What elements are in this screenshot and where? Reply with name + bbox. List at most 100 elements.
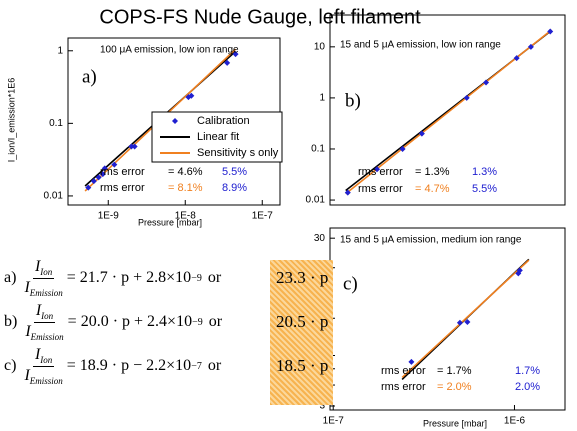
equation-label: a) [4,269,17,286]
rms-value: = 1.3% [415,166,450,178]
highlight-box [270,260,333,405]
denominator-subscript: Emission [29,287,63,298]
data-point [131,143,138,150]
rms-value: = 2.0% [437,381,472,393]
rms-value: = 8.1% [168,182,203,194]
data-point [232,51,239,58]
equation-rhs: = 20.0 · p + 2.4×10 [67,313,193,330]
legend-marker [172,118,178,124]
numerator-symbol: I [35,302,42,320]
numerator: IIon [32,258,55,279]
rms-value: = 1.7% [437,365,472,377]
x-tick-label: 1E-6 [504,416,526,427]
panel-label: a) [82,66,97,87]
denominator-symbol: I [24,278,30,296]
rms-alt: 1.7% [515,365,540,377]
legend-entry: Linear fit [197,131,239,143]
data-point [527,43,534,50]
y-tick-label: 10 [314,41,326,52]
equation-label: b) [4,313,18,330]
rms-label: rms error [381,381,426,393]
panel-subtitle: 100 μA emission, low ion range [100,45,239,56]
data-point [188,92,195,99]
numerator-symbol: I [34,346,41,364]
rms-value: = 4.6% [168,166,203,178]
data-point [374,166,381,173]
numerator-subscript: Ion [40,267,53,278]
rms-label: rms error [100,166,145,178]
rms-alt: 8.9% [222,182,247,194]
data-point [95,174,102,181]
rms-value: = 4.7% [415,183,450,195]
data-point [463,94,470,101]
y-tick-label: 3 [319,401,325,412]
rms-alt: 5.5% [222,166,247,178]
data-point [344,189,351,196]
rms-alt: 5.5% [472,183,497,195]
data-point [111,161,118,168]
rms-label: rms error [381,365,426,377]
data-point [85,184,92,191]
denominator-subscript: Emission [29,375,63,386]
numerator-subscript: Ion [40,355,53,366]
x-tick-label: 1E-9 [98,211,120,222]
equation-rhs: = 18.9 · p − 2.2×10 [66,357,192,374]
data-point [90,178,97,185]
x-axis-label: Pressure [mbar] [423,418,487,428]
numerator: IIon [32,346,55,367]
fraction: IIon IEmission [25,302,63,341]
equation-exponent: −9 [192,316,203,328]
equation-or: or [207,357,222,374]
data-point [513,55,520,62]
equation-rhs: = 21.7 · p + 2.8×10 [66,269,192,286]
denominator-subscript: Emission [30,331,64,342]
y-tick-label: 1 [57,45,63,56]
data-point [483,79,490,86]
denominator: IEmission [24,279,62,298]
equation-row: a) IIon IEmission = 21.7 · p + 2.8×10 −9 or 23… [4,258,328,298]
data-point [464,318,471,325]
data-point [224,59,231,66]
data-point [408,358,415,365]
plot-frame [329,14,566,206]
equation-or: or [207,269,222,286]
denominator-symbol: I [25,322,31,340]
equation-short: 18.5 · p [276,356,329,375]
denominator: IEmission [25,323,63,342]
x-tick-label: 1E-8 [175,211,197,222]
y-tick-label: 0.01 [44,191,64,202]
data-point [418,130,425,137]
rms-alt: 2.0% [515,381,540,393]
equation-row: b) IIon IEmission = 20.0 · p + 2.4×10 −9 or 20… [4,302,328,342]
y-tick-label: 0.01 [306,195,326,206]
x-tick-label: 1E-7 [252,211,274,222]
denominator-symbol: I [24,366,30,384]
rms-alt: 1.3% [472,166,497,178]
panel-label: c) [343,273,358,294]
fraction: IIon IEmission [24,346,62,385]
y-axis-label: I_ion/I_emission*1E6 [6,78,16,163]
rms-label: rms error [358,166,403,178]
data-point [399,145,406,152]
data-point [101,165,108,172]
rms-label: rms error [100,182,145,194]
equation-exponent: −7 [191,360,202,372]
equation-short: 23.3 · p [276,268,329,287]
equation-or: or [208,313,223,330]
fraction: IIon IEmission [24,258,62,297]
numerator: IIon [33,302,56,323]
y-tick-label: 1 [319,93,325,104]
y-tick-label: 0.1 [49,118,63,129]
legend-entry: Sensitivity s only [197,147,279,159]
numerator-symbol: I [34,258,41,276]
y-tick-label: 30 [314,233,326,244]
fit-line [401,259,530,379]
data-point [99,171,106,178]
equation-row: c) IIon IEmission = 18.9 · p − 2.2×10 −7 or 18… [4,346,328,386]
x-axis-label: Pressure [mbar] [138,217,202,227]
data-point [128,143,135,150]
panel-subtitle: 15 and 5 μA emission, low ion range [340,40,501,51]
legend-entry: Calibration [197,115,250,127]
y-tick-label: 0.1 [311,144,325,155]
rms-label: rms error [358,183,403,195]
